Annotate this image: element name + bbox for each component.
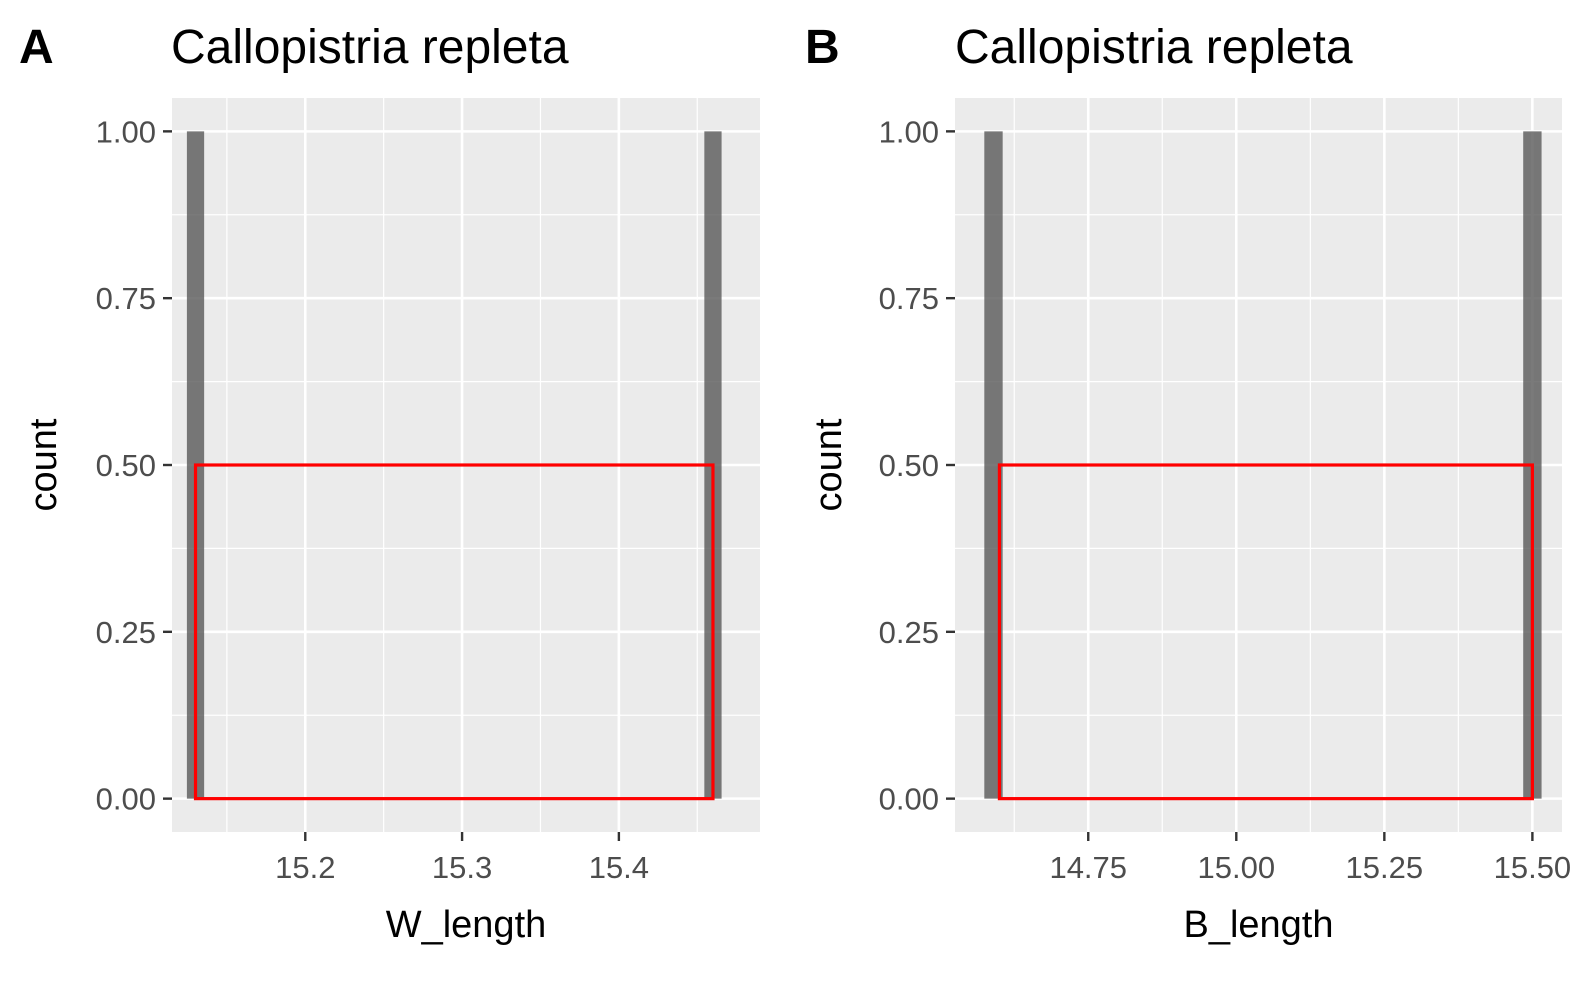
panel-b-x-tick-label: 15.50 [1494,850,1570,885]
panel-a-x-tick-label: 15.2 [275,850,335,885]
panel-a-letter-label: A [19,21,54,74]
panel-a-y-tick-label: 1.00 [96,114,156,149]
panel-a-y-tick-label: 0.00 [96,782,156,817]
panel-b-y-tick-label: 0.75 [879,281,939,316]
panel-a-x-tick-label: 15.4 [589,850,649,885]
panel-a-y-tick-label: 0.25 [96,615,156,650]
panel-a-y-axis-title: count [23,418,65,511]
histogram-chart-a: 0.00 0.25 0.50 0.75 1.00 15.2 15.3 15.4 W_length… [19,21,760,946]
panel-b-x-tick-label: 15.00 [1198,850,1276,885]
chart-panel-a: 0.00 0.25 0.50 0.75 1.00 15.2 15.3 15.4 W_length… [0,0,785,984]
panel-b-x-tick-label: 14.75 [1049,850,1127,885]
panel-b-y-axis-title: count [808,418,850,511]
panel-b-overlay-rectangle [997,463,1534,801]
panel-a-y-tick-label: 0.50 [96,448,156,483]
panel-a-y-tick-label: 0.75 [96,281,156,316]
panel-b-y-tick-label: 0.50 [879,448,939,483]
panel-b-x-tick-label: 15.25 [1346,850,1424,885]
panel-a-overlay-rectangle [193,463,715,801]
panel-b-y-tick-label: 1.00 [879,114,939,149]
panel-a-x-tick-label: 15.3 [432,850,492,885]
chart-panel-b: 0.00 0.25 0.50 0.75 1.00 14.75 15.00 15.25 15.50… [785,0,1570,984]
panel-b-title: Callopistria repleta [955,21,1353,74]
panel-b-letter-label: B [805,21,840,74]
panel-b-y-tick-label: 0.00 [879,782,939,817]
histogram-chart-b: 0.00 0.25 0.50 0.75 1.00 14.75 15.00 15.25 15.50… [805,21,1570,946]
panel-a-x-axis-title: W_length [386,904,547,946]
panel-a-title: Callopistria repleta [171,21,569,74]
panel-b-x-axis-title: B_length [1183,904,1333,946]
panel-b-y-tick-label: 0.25 [879,615,939,650]
